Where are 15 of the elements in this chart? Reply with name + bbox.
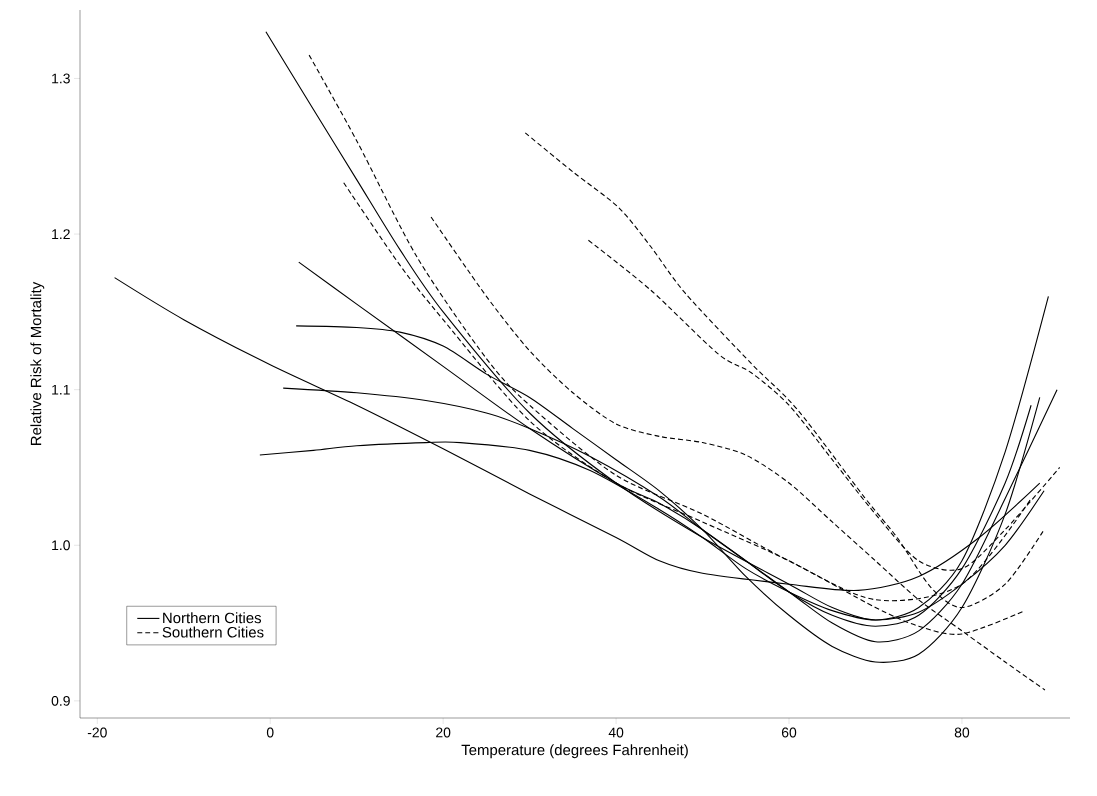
legend-label: Northern Cities [163, 612, 262, 624]
y-tick-label: 1.2 [52, 229, 70, 239]
x-tick-label: 40 [608, 727, 624, 738]
x-tick-label: 0 [266, 727, 274, 738]
x-tick-label: 60 [781, 727, 797, 738]
x-axis-title: Temperature (degrees Fahrenheit) [461, 744, 688, 759]
x-tick-label: -20 [87, 727, 107, 738]
y-tick-label: 1.1 [52, 384, 70, 395]
x-tick-label: 20 [436, 727, 451, 738]
x-tick-label: 80 [954, 727, 970, 738]
y-tick-label: 1.3 [52, 73, 70, 84]
legend-label: Southern Cities [162, 626, 264, 638]
y-tick-label: 1.0 [52, 540, 70, 551]
y-axis-title: Relative Risk of Mortality [30, 281, 45, 445]
y-tick-label: 0.9 [51, 695, 70, 706]
